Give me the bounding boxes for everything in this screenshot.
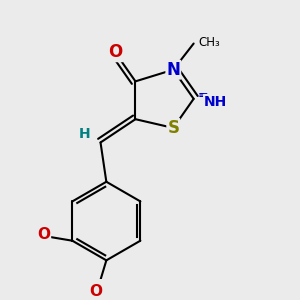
Text: NH: NH: [204, 95, 227, 109]
Text: CH₃: CH₃: [198, 36, 220, 49]
Text: O: O: [89, 284, 102, 299]
Text: O: O: [37, 226, 50, 242]
Text: N: N: [166, 61, 180, 79]
Text: methoxy: methoxy: [22, 238, 29, 239]
Text: O: O: [108, 43, 122, 61]
Text: S: S: [167, 119, 179, 137]
Text: H: H: [79, 127, 90, 141]
Text: =: =: [198, 89, 208, 102]
